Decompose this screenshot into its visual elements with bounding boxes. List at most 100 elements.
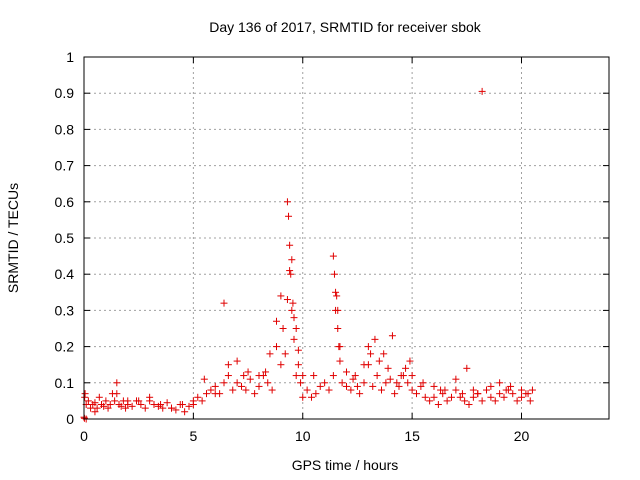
data-point: [430, 393, 438, 401]
data-point: [528, 386, 536, 394]
data-point: [487, 382, 495, 390]
data-point: [273, 343, 280, 351]
data-point: [507, 382, 515, 390]
data-point: [349, 375, 357, 383]
data-point: [137, 401, 145, 409]
grid-lines: [84, 57, 609, 419]
data-point: [474, 390, 482, 398]
data-point: [351, 372, 359, 380]
y-tick-label: 0.5: [55, 230, 75, 246]
data-point: [513, 397, 521, 405]
data-point: [288, 306, 296, 314]
data-point: [478, 397, 486, 405]
data-point: [168, 404, 175, 412]
data-point: [443, 397, 451, 405]
data-point: [200, 375, 208, 383]
data-point: [124, 397, 132, 405]
data-point: [157, 401, 165, 409]
data-point: [430, 382, 438, 390]
data-point: [458, 390, 466, 398]
chart-title: Day 136 of 2017, SRMTID for receiver sbo…: [209, 19, 482, 35]
data-point: [502, 386, 510, 394]
data-point: [395, 382, 403, 390]
y-tick-label: 0.2: [55, 339, 75, 355]
data-point: [172, 406, 180, 414]
data-point: [448, 393, 455, 401]
x-tick-label: 0: [80, 428, 88, 444]
data-point: [437, 386, 445, 394]
data-point: [404, 379, 412, 387]
data-point: [373, 372, 381, 380]
data-point: [262, 368, 270, 376]
data-point: [452, 375, 460, 383]
data-point: [496, 379, 504, 387]
data-point: [81, 393, 89, 401]
data-point: [251, 390, 259, 398]
data-point: [332, 306, 340, 314]
data-point: [288, 256, 296, 264]
data-point: [285, 212, 293, 220]
x-axis-ticks: 0 5 10 15 20: [80, 57, 529, 444]
data-point: [178, 401, 186, 409]
data-point: [469, 386, 477, 394]
data-point: [356, 390, 364, 398]
data-point: [198, 397, 206, 405]
data-point: [463, 364, 471, 372]
data-point: [146, 393, 154, 401]
data-point: [329, 252, 337, 260]
data-point: [303, 386, 311, 394]
data-point: [380, 350, 388, 358]
data-point: [330, 270, 338, 278]
data-point: [240, 372, 248, 380]
data-point: [290, 335, 298, 343]
data-point: [388, 332, 396, 340]
y-tick-label: 0.4: [55, 266, 75, 282]
data-point: [224, 361, 232, 369]
data-point: [113, 379, 121, 387]
data-point: [382, 379, 390, 387]
data-point: [111, 397, 119, 405]
data-point: [220, 379, 228, 387]
y-tick-label: 0: [66, 411, 74, 427]
data-point: [408, 372, 416, 380]
data-point: [496, 390, 504, 398]
data-point: [242, 386, 250, 394]
data-point: [367, 350, 375, 358]
y-tick-label: 0.3: [55, 302, 75, 318]
data-point: [283, 296, 291, 304]
data-point: [122, 404, 130, 412]
y-tick-label: 1: [66, 49, 74, 65]
data-point: [397, 372, 405, 380]
y-tick-label: 0.6: [55, 194, 75, 210]
data-point: [281, 350, 289, 358]
data-point: [277, 292, 285, 300]
data-point: [106, 401, 114, 409]
data-point: [244, 368, 252, 376]
data-point: [500, 393, 508, 401]
data-point: [102, 397, 110, 405]
data-point: [347, 386, 355, 394]
data-point: [233, 379, 241, 387]
data-point: [294, 346, 302, 354]
data-point: [419, 379, 427, 387]
data-point: [273, 317, 280, 325]
x-axis-label: GPS time / hours: [292, 457, 399, 473]
data-point: [189, 397, 197, 405]
data-point: [518, 393, 525, 401]
data-point: [434, 401, 442, 409]
data-point: [299, 393, 307, 401]
data-point: [316, 382, 324, 390]
data-point: [84, 397, 92, 405]
x-tick-label: 20: [514, 428, 530, 444]
data-point: [360, 379, 368, 387]
data-point: [95, 393, 103, 401]
y-tick-label: 0.1: [55, 375, 75, 391]
data-point: [292, 372, 300, 380]
data-point: [220, 299, 228, 307]
data-point: [421, 393, 429, 401]
y-tick-label: 0.7: [55, 158, 75, 174]
data-point: [299, 372, 307, 380]
x-tick-label: 10: [295, 428, 311, 444]
data-point: [135, 397, 143, 405]
